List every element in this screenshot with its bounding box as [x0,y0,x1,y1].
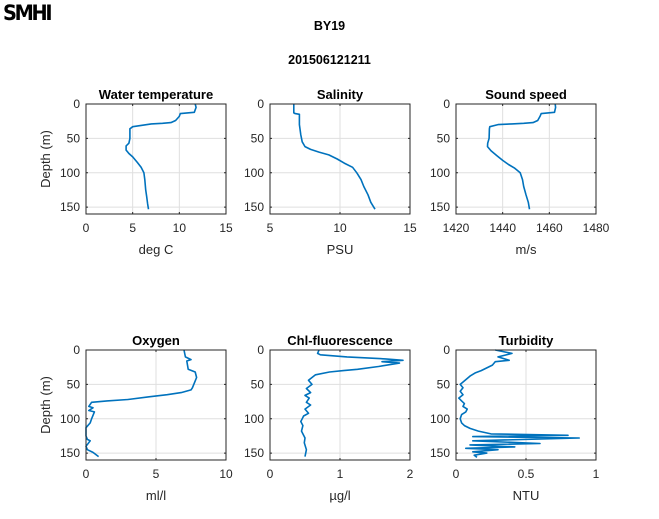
axes-frame [85,103,227,215]
x-axis-label: m/s [516,242,537,257]
y-tick-label: 0 [257,343,264,357]
series-line [486,103,557,210]
station-title: BY19 [313,19,346,33]
axes-frame [85,349,227,461]
x-tick-label: 5 [153,467,160,481]
y-tick-label: 150 [60,446,80,460]
y-tick-label: 100 [430,166,450,180]
y-tick-label: 150 [244,446,264,460]
series-line [292,104,376,210]
x-axis-label: ml/l [146,488,166,503]
series-line [85,349,198,458]
y-axis-label: Depth (m) [38,130,53,188]
x-tick-label: 0 [267,467,274,481]
x-axis-label: deg C [139,242,174,257]
y-tick-label: 0 [257,97,264,111]
y-tick-label: 0 [443,97,450,111]
y-tick-label: 0 [73,97,80,111]
y-tick-label: 100 [60,166,80,180]
plot-area [86,104,226,214]
y-axis-label: Depth (m) [38,376,53,434]
subplot-title: Chl-fluorescence [287,333,392,348]
x-tick-label: 1460 [536,221,563,235]
x-tick-label: 1480 [583,221,610,235]
subplot-title: Salinity [317,87,364,102]
series-line [299,349,404,457]
subplot-title: Turbidity [499,333,554,348]
subplot-title: Oxygen [132,333,180,348]
x-tick-label: 15 [403,221,417,235]
x-tick-label: 1 [337,467,344,481]
x-tick-label: 15 [219,221,233,235]
y-tick-label: 150 [244,200,264,214]
axes-frame [269,349,411,461]
x-tick-label: 2 [407,467,414,481]
y-tick-label: 150 [430,446,450,460]
subplot-sound-speed: 1420 1440 1460 1480 0 50 100 150 Sound speed m/s [430,87,610,257]
y-tick-label: 50 [437,377,451,391]
x-axis-label: NTU [513,488,540,503]
subplot-title: Sound speed [485,87,567,102]
series-line [125,103,197,210]
axes-frame [455,103,597,215]
smhi-logo: SMHI [3,1,53,25]
y-tick-label: 50 [251,131,265,145]
y-tick-label: 100 [244,166,264,180]
axes-frame [269,103,411,215]
timestamp-title: 201506121211 [288,53,371,67]
y-tick-label: 50 [67,131,81,145]
y-tick-label: 50 [251,377,265,391]
subplot-turbidity: 0 0.5 1 0 50 100 150 Turbidity NTU [430,333,600,503]
subplot-title: Water temperature [99,87,213,102]
y-tick-label: 100 [430,412,450,426]
y-tick-label: 100 [244,412,264,426]
series-line [457,349,581,458]
x-tick-label: 0 [83,467,90,481]
x-tick-label: 10 [173,221,187,235]
x-tick-label: 10 [333,221,347,235]
x-tick-label: 5 [129,221,136,235]
x-axis-label: µg/l [329,488,350,503]
y-tick-label: 150 [60,200,80,214]
y-tick-label: 0 [73,343,80,357]
y-tick-label: 50 [437,131,451,145]
x-tick-label: 0.5 [518,467,535,481]
x-tick-label: 0 [83,221,90,235]
y-tick-label: 50 [67,377,81,391]
x-tick-label: 0 [453,467,460,481]
x-tick-label: 1440 [489,221,516,235]
x-tick-label: 5 [267,221,274,235]
y-tick-label: 150 [430,200,450,214]
y-tick-label: 0 [443,343,450,357]
y-tick-label: 100 [60,412,80,426]
subplot-chl-fluorescence: 0 1 2 0 50 100 150 Chl-fluorescence µg/l [244,333,414,503]
axes-frame [455,349,597,461]
x-axis-label: PSU [327,242,354,257]
x-tick-label: 10 [219,467,233,481]
x-tick-label: 1 [593,467,600,481]
x-tick-label: 1420 [443,221,470,235]
